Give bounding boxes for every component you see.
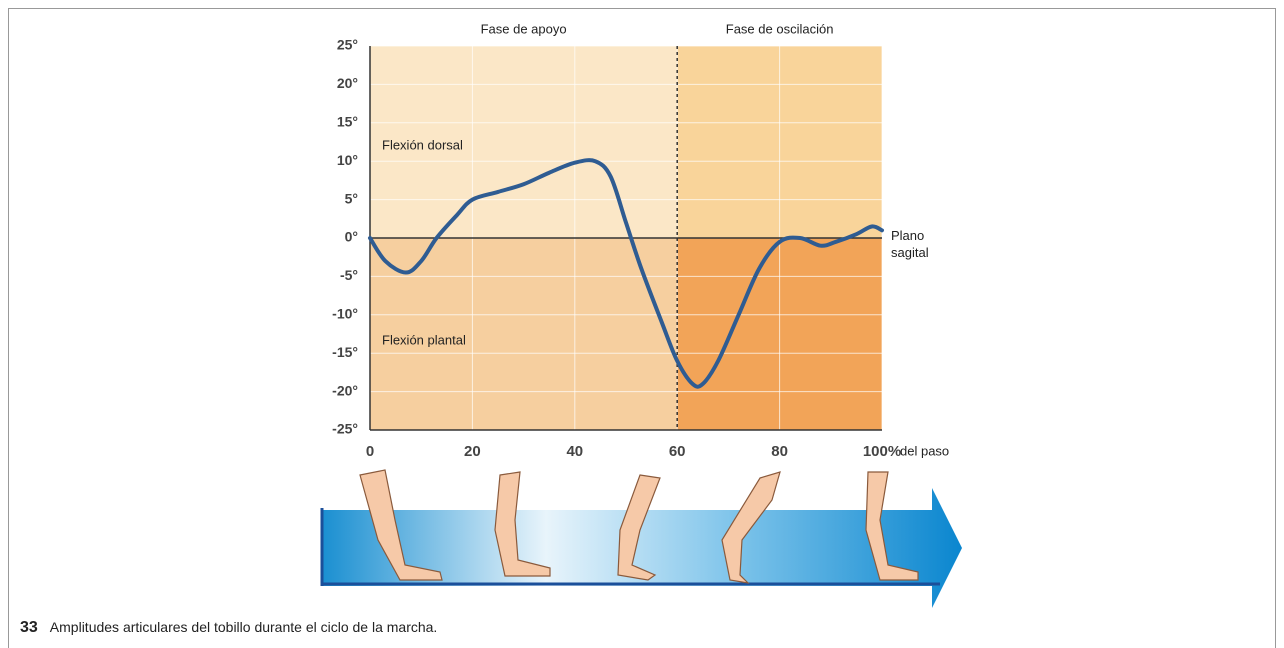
chart: del paso Flexión dorsal Flexión plantal … [0,0,1284,647]
x-tick-label: 40 [566,443,583,460]
region-label: Flexión plantal [382,332,466,347]
y-tick-label: -15° [332,344,358,360]
caption-text: Amplitudes articulares del tobillo duran… [50,619,438,635]
y-tick-label: 20° [337,75,358,91]
y-tick-label: 25° [337,37,358,53]
y-tick-label: -5° [340,267,358,283]
y-tick-label: -25° [332,421,358,437]
page: del paso Flexión dorsal Flexión plantal … [0,0,1284,647]
region-label: Flexión dorsal [382,137,463,152]
phase-label: Fase de oscilación [726,21,834,36]
x-tick-label: 0 [366,443,374,460]
y-tick-label: 10° [337,152,358,168]
x-axis-label: del paso [900,443,949,458]
caption: 33 Amplitudes articulares del tobillo dur… [20,619,437,637]
phase-label: Fase de apoyo [481,21,567,36]
x-tick-label: 20 [464,443,481,460]
x-tick-label: 60 [669,443,686,460]
series-label: Plano sagital [891,227,951,261]
y-tick-label: -20° [332,382,358,398]
y-tick-label: 5° [345,190,358,206]
x-tick-label: 80 [771,443,788,460]
y-tick-label: -10° [332,306,358,322]
y-tick-label: 15° [337,114,358,130]
y-tick-label: 0° [345,229,358,245]
figure-number: 33 [20,619,38,636]
x-tick-label: 100% [863,443,901,460]
